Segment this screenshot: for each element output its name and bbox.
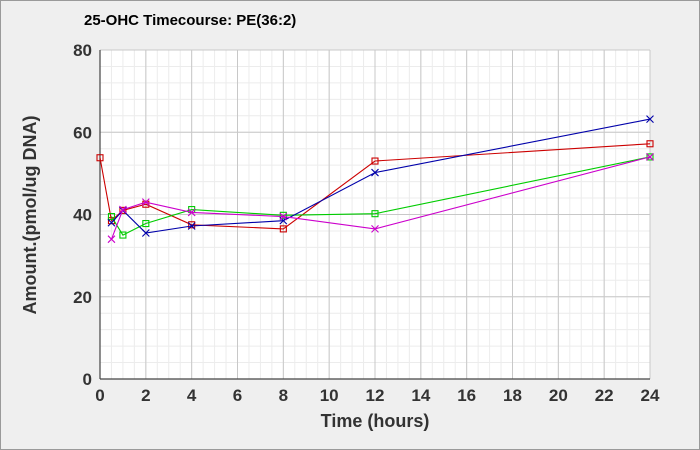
data-point — [187, 222, 196, 230]
x-tick-label: 18 — [503, 386, 522, 405]
data-point — [187, 208, 196, 217]
data-point — [107, 235, 116, 244]
data-point — [646, 115, 654, 123]
axes — [99, 50, 650, 380]
data-point — [107, 213, 116, 221]
data-point — [96, 154, 104, 162]
x-tick-label: 0 — [95, 386, 104, 405]
data-point — [371, 168, 379, 177]
y-tick-label: 40 — [73, 206, 92, 225]
x-tick-label: 12 — [366, 386, 385, 405]
data-point — [107, 218, 116, 227]
data-point — [188, 221, 196, 229]
data-point — [371, 210, 379, 218]
series-line — [111, 156, 651, 236]
x-tick-label: 20 — [549, 386, 568, 405]
data-point — [119, 206, 127, 214]
data-point — [142, 200, 150, 208]
data-point — [141, 198, 150, 207]
series-3 — [107, 153, 654, 244]
x-tick-label: 4 — [187, 386, 197, 405]
data-point — [646, 153, 654, 161]
y-tick-label: 0 — [83, 370, 92, 389]
y-tick-label: 20 — [73, 288, 92, 307]
data-point — [142, 219, 150, 228]
x-tick-label: 2 — [141, 386, 150, 405]
x-tick-label: 8 — [279, 386, 288, 405]
data-point — [646, 140, 654, 148]
x-tick-label: 22 — [595, 386, 614, 405]
y-tick-labels: 0 20 40 60 80 — [73, 41, 92, 389]
data-point — [279, 211, 287, 219]
x-axis-label: Time (hours) — [321, 411, 430, 431]
data-point — [119, 205, 127, 214]
series-layer — [96, 115, 654, 244]
chart-title: 25-OHC Timecourse: PE(36:2) — [84, 12, 296, 29]
data-point — [371, 157, 379, 165]
x-tick-label: 16 — [457, 386, 476, 405]
data-point — [279, 225, 287, 233]
x-tick-label: 14 — [411, 386, 430, 405]
data-point — [279, 212, 288, 221]
data-point — [141, 229, 150, 237]
series-1 — [107, 153, 654, 239]
x-tick-labels: 0 2 4 6 8 10 12 14 16 18 20 22 24 — [95, 386, 660, 405]
y-tick-label: 60 — [73, 123, 92, 142]
x-tick-label: 24 — [641, 386, 660, 405]
y-axis-label: Amount.(pmol/ug DNA) — [20, 116, 40, 315]
data-point — [119, 231, 127, 239]
data-point — [371, 225, 379, 233]
data-point — [646, 153, 654, 161]
x-tick-label: 6 — [233, 386, 242, 405]
x-tick-label: 10 — [320, 386, 339, 405]
y-tick-label: 80 — [73, 41, 92, 60]
